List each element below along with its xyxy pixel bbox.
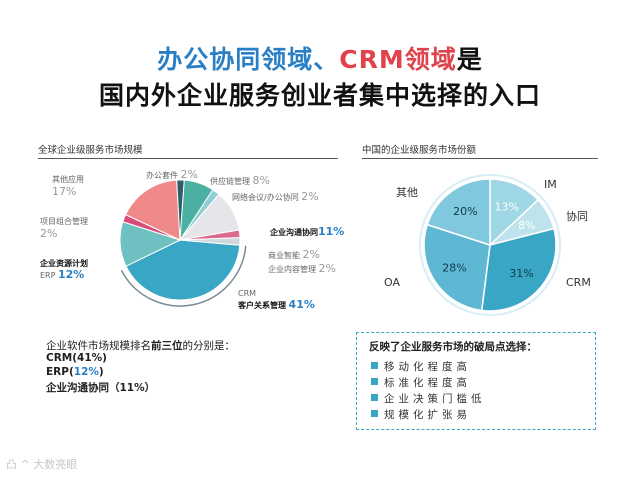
label-crm-cn: CRM (566, 276, 591, 289)
china-pie-ring (419, 174, 561, 316)
insight-item: 标准化程度高 (371, 375, 471, 390)
china-slice-label: 31% (509, 267, 533, 280)
left-divider (38, 158, 338, 159)
summary-line-1: 企业软件市场规模排名前三位的分别是： (46, 340, 235, 352)
headline-line-2: 国内外企业服务创业者集中选择的入口 (98, 81, 541, 110)
china-slice-4 (426, 178, 491, 247)
insight-item: 企业决策门槛低 (371, 391, 486, 406)
crm-highlight-arc (120, 245, 247, 307)
watermark: 凸 ^ 大数亮眼 (6, 458, 78, 471)
china-slice-label: 20% (453, 205, 477, 218)
label-supply-chain: 供应链管理 8% (210, 174, 270, 187)
label-project-portfolio: 项目组合管理 2% (40, 217, 88, 240)
label-other-apps: 其他应用 17% (52, 175, 84, 198)
bullet-square-icon (371, 362, 378, 369)
china-slice-3 (423, 223, 491, 312)
bullet-square-icon (371, 378, 378, 385)
label-others-cn: 其他 (396, 186, 418, 199)
insight-item: 移动化程度高 (371, 359, 471, 374)
label-content-mgmt: 企业内容管理 2% (268, 262, 336, 275)
right-divider (362, 158, 598, 159)
label-enterprise-comm: 企业沟通协同11% (270, 225, 345, 238)
label-office-suite: 办公套件 2% (146, 168, 198, 181)
label-collab: 协同 (566, 210, 588, 223)
bullet-square-icon (371, 394, 378, 401)
label-erp: 企业资源计划 ERP 12% (40, 259, 88, 281)
label-crm: CRM 客户关系管理 41% (238, 289, 315, 311)
headline-part-2: CRM领域 (339, 45, 457, 74)
insight-item: 规模化扩张易 (371, 407, 471, 422)
headline-part-3: 是 (456, 45, 483, 74)
summary-line-2: CRM(41%) (46, 352, 107, 364)
insight-box: 反映了企业服务市场的破局点选择： 移动化程度高 标准化程度高 企业决策门槛低 规… (356, 332, 596, 430)
bullet-square-icon (371, 410, 378, 417)
global-slice-0 (125, 239, 241, 301)
right-section-title: 中国的企业级服务市场份额 (362, 145, 477, 156)
insight-heading: 反映了企业服务市场的破局点选择： (369, 341, 537, 353)
label-business-intel: 商业智能 2% (268, 248, 320, 261)
global-slice-9 (179, 237, 241, 246)
label-web-conferencing: 网络会议/办公协同 2% (232, 190, 319, 203)
china-slice-label: 8% (518, 219, 535, 232)
summary-line-3: ERP(12%) (46, 366, 104, 378)
label-oa: OA (384, 276, 400, 289)
headline-line-1: 办公协同领域、CRM领域是 (0, 40, 640, 76)
headline-part-1: 办公协同领域、 (157, 45, 340, 74)
china-slice-label: 13% (494, 200, 518, 213)
left-section-title: 全球企业级服务市场规模 (38, 145, 143, 156)
summary-line-4: 企业沟通协同（11%） (46, 382, 156, 394)
global-slice-3 (124, 179, 181, 241)
china-slice-label: 28% (442, 262, 466, 275)
label-im: IM (544, 178, 557, 191)
china-slice-2 (480, 227, 557, 312)
